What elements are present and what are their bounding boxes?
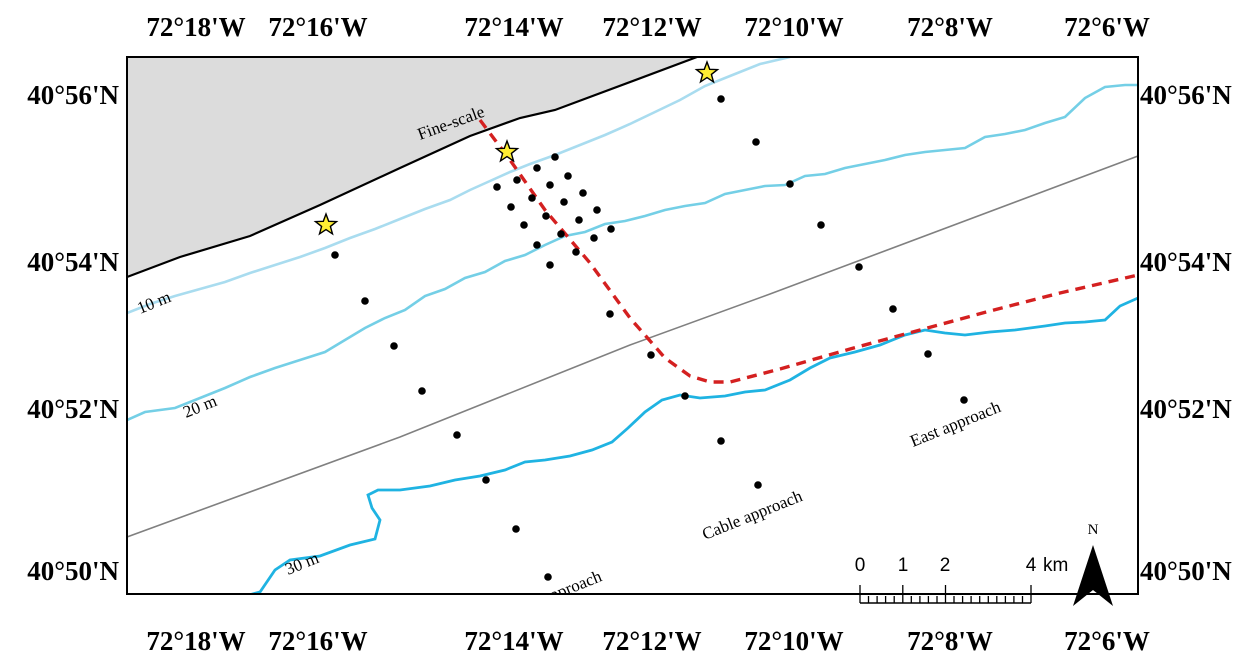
bottom-lon-label-1: 72°16'W xyxy=(268,626,367,656)
station-dot-icon xyxy=(575,216,583,224)
cable-route xyxy=(478,118,1138,384)
scale-bar: 0 1 2 4 km xyxy=(855,555,1068,604)
star-icon xyxy=(494,138,520,163)
grey-reference-line xyxy=(127,155,1138,538)
station-dot-icon xyxy=(607,225,615,233)
station-dot-icon xyxy=(512,525,520,533)
right-lat-label-0: 40°56'N xyxy=(1140,80,1232,110)
bottom-lon-label-4: 72°10'W xyxy=(744,626,843,656)
station-dot-icon xyxy=(418,387,426,395)
scale-label-1: 1 xyxy=(898,555,909,576)
bottom-lon-label-5: 72°8'W xyxy=(907,626,993,656)
station-dot-icon xyxy=(546,261,554,269)
station-dot-icon xyxy=(390,342,398,350)
right-lat-label-2: 40°52'N xyxy=(1140,394,1232,424)
bottom-lon-label-3: 72°12'W xyxy=(602,626,701,656)
station-dot-icon xyxy=(717,437,725,445)
north-label: N xyxy=(1088,522,1099,538)
contour-10m xyxy=(127,57,791,315)
station-dot-icon xyxy=(542,212,550,220)
star-icon xyxy=(313,211,339,236)
station-dot-icon xyxy=(564,172,572,180)
station-dot-icon xyxy=(546,181,554,189)
star-markers xyxy=(313,59,720,236)
right-lat-label-1: 40°54'N xyxy=(1140,247,1232,277)
left-lat-label-2: 40°52'N xyxy=(27,394,119,424)
station-dot-icon xyxy=(786,180,794,188)
top-lon-label-1: 72°16'W xyxy=(268,12,367,42)
station-dot-icon xyxy=(507,203,515,211)
north-arrow-icon: N xyxy=(1073,522,1113,606)
land-area xyxy=(127,57,697,277)
station-dot-icon xyxy=(572,248,580,256)
station-dot-icon xyxy=(528,194,536,202)
scale-unit: km xyxy=(1043,555,1068,576)
scale-label-0: 0 xyxy=(855,555,866,576)
top-lon-label-5: 72°8'W xyxy=(907,12,993,42)
station-dot-icon xyxy=(590,234,598,242)
station-dot-icon xyxy=(560,198,568,206)
top-lon-label-2: 72°14'W xyxy=(464,12,563,42)
station-dot-icon xyxy=(889,305,897,313)
station-dot-icon xyxy=(681,392,689,400)
scale-bar-ticks xyxy=(859,585,1032,603)
station-dot-icon xyxy=(331,251,339,259)
scale-label-4: 4 xyxy=(1026,555,1037,576)
station-dot-icon xyxy=(482,476,490,484)
top-lon-label-4: 72°10'W xyxy=(744,12,843,42)
station-dot-icon xyxy=(606,310,614,318)
top-longitude-labels: 72°18'W 72°16'W 72°14'W 72°12'W 72°10'W 72°8'… xyxy=(146,12,1150,42)
top-lon-label-3: 72°12'W xyxy=(602,12,701,42)
station-dot-icon xyxy=(579,189,587,197)
station-dot-icon xyxy=(513,176,521,184)
station-dot-icon xyxy=(533,164,541,172)
station-dot-icon xyxy=(520,221,528,229)
top-lon-label-6: 72°6'W xyxy=(1064,12,1150,42)
station-dot-icon xyxy=(924,350,932,358)
station-dot-icon xyxy=(557,230,565,238)
shoreline xyxy=(127,57,698,279)
station-dot-icon xyxy=(551,153,559,161)
station-dot-icon xyxy=(593,206,601,214)
star-icon xyxy=(694,59,720,84)
top-lon-label-0: 72°18'W xyxy=(146,12,245,42)
contour-30m xyxy=(228,296,1138,594)
contour-20m xyxy=(127,83,1138,422)
station-dot-icon xyxy=(855,263,863,271)
station-dot-icon xyxy=(754,481,762,489)
right-lat-label-3: 40°50'N xyxy=(1140,556,1232,586)
bottom-lon-label-2: 72°14'W xyxy=(464,626,563,656)
station-dot-icon xyxy=(960,396,968,404)
left-lat-label-1: 40°54'N xyxy=(27,247,119,277)
station-dot-icon xyxy=(752,138,760,146)
station-dot-icon xyxy=(533,241,541,249)
station-points xyxy=(331,95,968,581)
map-frame-border xyxy=(126,56,1139,595)
station-dot-icon xyxy=(361,297,369,305)
station-dot-icon xyxy=(717,95,725,103)
station-dot-icon xyxy=(544,573,552,581)
bottom-longitude-labels: 72°18'W 72°16'W 72°14'W 72°12'W 72°10'W 72°8'… xyxy=(146,626,1150,656)
station-dot-icon xyxy=(647,351,655,359)
station-dot-icon xyxy=(493,183,501,191)
station-dot-icon xyxy=(817,221,825,229)
left-lat-label-0: 40°56'N xyxy=(27,80,119,110)
right-latitude-labels: 40°56'N 40°54'N 40°52'N 40°50'N xyxy=(1140,80,1232,586)
scale-label-2: 2 xyxy=(940,555,951,576)
bottom-lon-label-0: 72°18'W xyxy=(146,626,245,656)
left-latitude-labels: 40°56'N 40°54'N 40°52'N 40°50'N xyxy=(27,80,119,586)
bottom-lon-label-6: 72°6'W xyxy=(1064,626,1150,656)
left-lat-label-3: 40°50'N xyxy=(27,556,119,586)
station-dot-icon xyxy=(453,431,461,439)
